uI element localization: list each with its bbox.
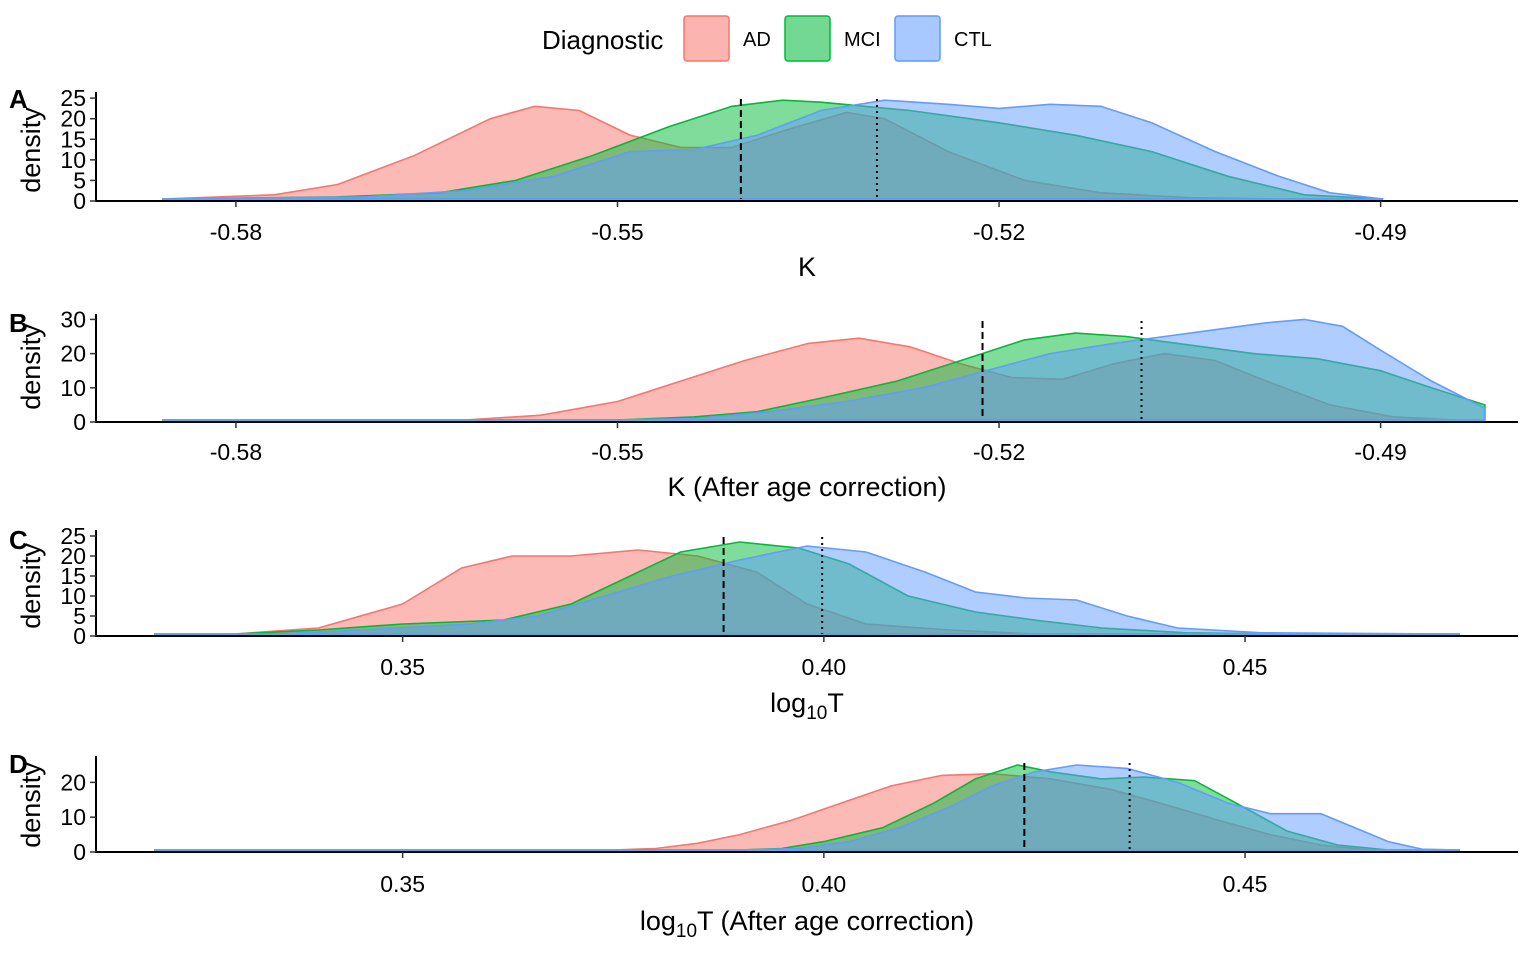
legend-key-mci bbox=[784, 15, 831, 62]
y-tick-label: 25 bbox=[60, 523, 86, 549]
x-tick-label: 0.45 bbox=[1223, 871, 1268, 897]
y-tick-label: 10 bbox=[60, 583, 86, 609]
x-tick-label: -0.55 bbox=[591, 439, 643, 465]
y-axis-title: density bbox=[16, 543, 46, 629]
x-tick-label: -0.55 bbox=[591, 219, 643, 245]
x-tick-label: 0.35 bbox=[380, 871, 425, 897]
panel-b: 0 10 20 30 -0.58 -0.55 -0.52 -0.49 K (After age … bbox=[9, 306, 1518, 502]
density-ctl bbox=[162, 318, 1486, 421]
x-tick-label: 0.40 bbox=[801, 871, 846, 897]
legend: Diagnostic AD MCI CTL bbox=[542, 15, 992, 62]
x-tick-label: -0.58 bbox=[210, 439, 262, 465]
x-tick-label: -0.52 bbox=[973, 439, 1025, 465]
density-ctl bbox=[154, 764, 1460, 851]
panel-d: 0 10 20 0.35 0.40 0.45 log10T (After age corre… bbox=[9, 749, 1518, 942]
y-tick-label: 0 bbox=[73, 839, 86, 865]
legend-key-ctl bbox=[894, 15, 941, 62]
y-tick-label: 20 bbox=[60, 341, 86, 367]
legend-label-mci: MCI bbox=[844, 29, 881, 51]
legend-label-ctl: CTL bbox=[954, 29, 992, 51]
panel-tag: B bbox=[9, 308, 28, 338]
y-tick-label: 10 bbox=[60, 804, 86, 830]
legend-title: Diagnostic bbox=[542, 25, 663, 55]
y-tick-label: 15 bbox=[60, 126, 86, 152]
y-tick-label: 25 bbox=[60, 85, 86, 111]
x-tick-label: 0.45 bbox=[1223, 654, 1268, 680]
y-axis-title: density bbox=[16, 324, 46, 410]
y-tick-label: 10 bbox=[60, 375, 86, 401]
y-tick-label: 20 bbox=[60, 543, 86, 569]
legend-key-ad bbox=[683, 15, 730, 62]
density-ctl bbox=[162, 99, 1384, 200]
x-tick-label: -0.58 bbox=[210, 219, 262, 245]
x-tick-label: -0.49 bbox=[1354, 219, 1406, 245]
y-tick-label: 20 bbox=[60, 106, 86, 132]
y-tick-label: 20 bbox=[60, 769, 86, 795]
y-tick-label: 15 bbox=[60, 563, 86, 589]
y-axis-title: density bbox=[16, 107, 46, 193]
x-tick-label: 0.40 bbox=[801, 654, 846, 680]
x-axis-title: log10T bbox=[770, 688, 844, 724]
y-tick-label: 30 bbox=[60, 306, 86, 332]
y-tick-label: 10 bbox=[60, 147, 86, 173]
x-axis-title: K bbox=[798, 252, 816, 282]
y-tick-label: 5 bbox=[73, 603, 86, 629]
y-tick-label: 5 bbox=[73, 167, 86, 193]
x-tick-label: -0.52 bbox=[973, 219, 1025, 245]
legend-label-ad: AD bbox=[743, 29, 771, 51]
y-axis-title: density bbox=[16, 762, 46, 848]
y-tick-label: 0 bbox=[73, 409, 86, 435]
panel-tag: D bbox=[9, 749, 28, 779]
panel-tag: C bbox=[9, 525, 28, 555]
x-axis-title: log10T (After age correction) bbox=[640, 906, 974, 942]
x-tick-label: 0.35 bbox=[380, 654, 425, 680]
x-axis-title: K (After age correction) bbox=[667, 472, 946, 502]
x-tick-label: -0.49 bbox=[1354, 439, 1406, 465]
density-ctl bbox=[154, 545, 1460, 635]
y-tick-label: 0 bbox=[73, 623, 86, 649]
panel-tag: A bbox=[9, 84, 28, 114]
y-tick-label: 0 bbox=[73, 188, 86, 214]
